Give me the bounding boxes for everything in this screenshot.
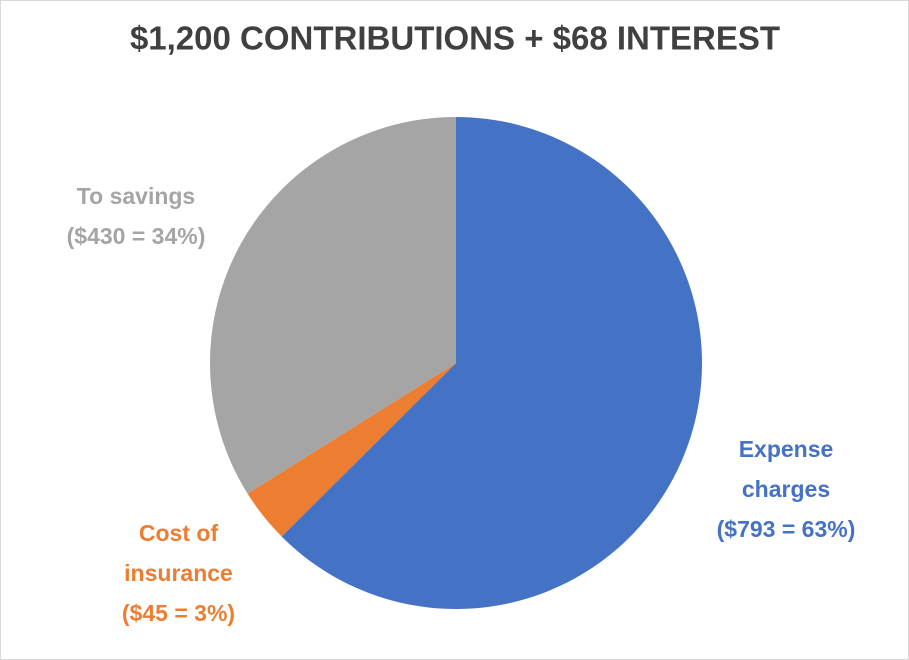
value-label: ($430 = 34%)	[66, 223, 206, 249]
data-label: Expense charges ($793 = 63%)	[701, 429, 871, 549]
value-label: ($793 = 63%)	[716, 516, 856, 542]
value-label: ($45 = 3%)	[121, 600, 236, 626]
data-label: To savings ($430 = 34%)	[41, 176, 231, 256]
data-label: Cost of insurance ($45 = 3%)	[101, 513, 256, 633]
pie-slice	[210, 117, 456, 494]
category-label: To savings	[76, 183, 196, 209]
pie-slice	[281, 117, 702, 610]
chart-title: $1,200 CONTRIBUTIONS + $68 INTEREST	[130, 20, 780, 57]
category-label: Cost of insurance	[124, 520, 233, 586]
category-label: Expense charges	[738, 436, 834, 502]
pie-slice	[247, 363, 456, 537]
